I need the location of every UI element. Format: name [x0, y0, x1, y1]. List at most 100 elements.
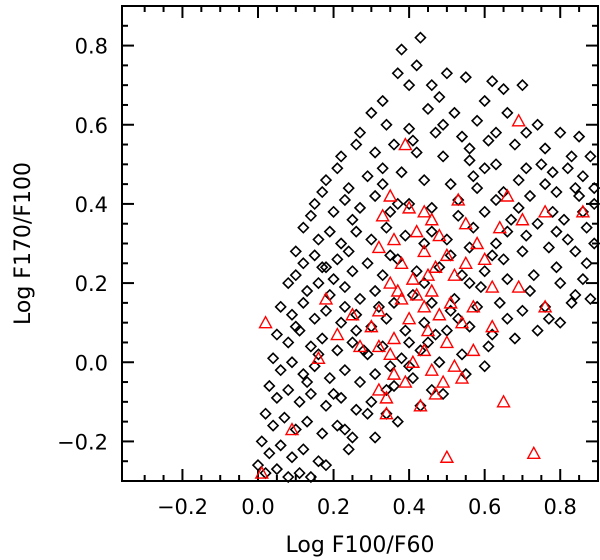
- data-point-diamond: [455, 130, 469, 143]
- series-layer: [251, 31, 600, 484]
- data-point-triangle: [454, 315, 470, 329]
- data-point-triangle: [458, 255, 473, 269]
- data-point-diamond: [316, 427, 329, 440]
- data-point-diamond: [486, 249, 499, 262]
- data-point-diamond: [331, 253, 344, 266]
- data-point-diamond: [368, 367, 382, 381]
- data-point-diamond: [319, 261, 333, 274]
- data-point-diamond: [561, 233, 574, 246]
- data-point-diamond: [255, 435, 268, 448]
- data-point-triangle: [485, 279, 500, 293]
- data-point-diamond: [497, 82, 510, 96]
- data-point-diamond: [504, 213, 518, 226]
- data-point-diamond: [557, 213, 571, 226]
- data-point-diamond: [425, 225, 438, 238]
- data-point-diamond: [501, 312, 514, 325]
- data-point-diamond: [387, 379, 401, 393]
- data-point-diamond: [353, 375, 367, 389]
- data-point-diamond: [402, 360, 416, 373]
- data-point-diamond: [395, 166, 408, 179]
- data-point-diamond: [297, 221, 310, 234]
- data-point-triangle: [352, 338, 368, 353]
- data-point-diamond: [433, 356, 446, 369]
- data-point-diamond: [384, 249, 397, 262]
- data-point-diamond: [361, 348, 374, 361]
- data-point-diamond: [274, 364, 287, 377]
- data-point-diamond: [542, 312, 556, 325]
- data-point-diamond: [391, 67, 404, 80]
- data-point-diamond: [402, 197, 416, 211]
- data-point-diamond: [489, 193, 503, 207]
- data-point-diamond: [361, 170, 374, 183]
- data-point-diamond: [391, 415, 404, 428]
- data-point-diamond: [402, 336, 416, 349]
- data-point-diamond: [418, 276, 431, 290]
- data-point-diamond: [512, 174, 525, 187]
- data-point-diamond: [478, 94, 491, 108]
- data-point-diamond: [531, 324, 544, 337]
- data-point-triangle: [477, 251, 492, 266]
- data-point-diamond: [523, 189, 537, 203]
- data-point-diamond: [421, 336, 435, 349]
- data-point-diamond: [463, 154, 476, 167]
- data-point-diamond: [459, 71, 472, 84]
- data-point-diamond: [308, 249, 321, 262]
- data-point-diamond: [444, 304, 457, 317]
- data-point-diamond: [293, 466, 306, 480]
- data-point-triangle: [417, 299, 432, 313]
- data-point-triangle: [371, 303, 387, 317]
- data-point-diamond: [489, 158, 503, 171]
- data-point-diamond: [323, 371, 336, 385]
- data-point-diamond: [263, 379, 276, 393]
- data-point-diamond: [554, 126, 567, 139]
- data-point-diamond: [285, 451, 299, 464]
- data-point-diamond: [300, 415, 314, 428]
- data-point-triangle: [409, 224, 424, 238]
- data-point-diamond: [561, 162, 574, 175]
- x-tick-label: 0.8: [544, 495, 577, 519]
- data-point-diamond: [357, 344, 370, 357]
- data-point-triangle: [409, 287, 424, 301]
- data-point-diamond: [531, 217, 544, 230]
- data-point-triangle: [386, 366, 402, 380]
- data-point-diamond: [297, 257, 310, 270]
- data-point-diamond: [380, 221, 393, 234]
- data-point-diamond: [429, 126, 442, 139]
- data-point-diamond: [467, 170, 480, 183]
- data-point-diamond: [565, 296, 578, 310]
- data-point-diamond: [319, 174, 333, 187]
- data-point-diamond: [289, 245, 302, 258]
- data-point-triangle: [447, 358, 462, 372]
- data-point-diamond: [478, 162, 491, 175]
- data-point-diamond: [489, 126, 503, 139]
- data-point-diamond: [353, 201, 367, 215]
- data-point-diamond: [338, 280, 352, 294]
- data-point-diamond: [338, 193, 352, 207]
- data-point-triangle: [379, 406, 394, 420]
- data-point-diamond: [342, 245, 355, 258]
- data-point-triangle: [420, 267, 436, 281]
- data-point-triangle: [439, 334, 455, 349]
- data-point-diamond: [399, 229, 412, 242]
- data-point-diamond: [297, 296, 310, 310]
- data-point-diamond: [334, 391, 348, 405]
- data-point-diamond: [365, 106, 378, 120]
- data-point-diamond: [346, 336, 359, 349]
- data-point-diamond: [285, 308, 299, 321]
- data-point-diamond: [414, 31, 427, 44]
- x-axis-tick-labels: −0.2 0.0 0.2 0.4 0.6 0.8: [157, 495, 577, 519]
- data-point-diamond: [569, 288, 582, 302]
- data-point-triangle: [428, 386, 443, 400]
- data-point-triangle: [386, 331, 402, 345]
- data-point-diamond: [338, 423, 352, 436]
- data-point-triangle: [417, 342, 432, 357]
- data-point-diamond: [406, 371, 420, 385]
- data-point-diamond: [270, 328, 284, 341]
- data-point-triangle: [394, 291, 409, 305]
- data-point-triangle: [466, 342, 481, 357]
- data-point-diamond: [380, 383, 393, 397]
- data-point-diamond: [410, 146, 423, 159]
- data-point-diamond: [342, 181, 355, 195]
- data-point-triangle: [432, 228, 447, 242]
- data-point-diamond: [346, 213, 359, 226]
